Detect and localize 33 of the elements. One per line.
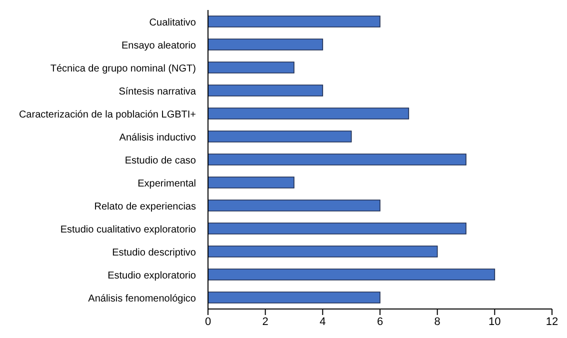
y-tick-label: Ensayo aleatorio — [122, 40, 196, 52]
x-tick-label: 0 — [204, 316, 212, 328]
bar — [208, 108, 410, 120]
y-tick-label: Síntesis narrativa — [118, 86, 196, 98]
x-tick-label: 8 — [434, 316, 440, 328]
x-tick-label: 12 — [546, 316, 558, 328]
bar — [208, 200, 380, 212]
bar — [208, 154, 466, 166]
bar — [208, 246, 438, 258]
y-tick-label: Técnica de grupo nominal (NGT) — [50, 64, 196, 74]
bar — [208, 62, 294, 74]
x-tick-label: 10 — [488, 316, 501, 328]
y-tick-label: Estudio exploratorio — [108, 270, 196, 282]
x-tick-label: 6 — [376, 316, 384, 328]
y-tick-label: Caracterización de la población LGBTI+ — [18, 110, 196, 120]
bar — [208, 38, 324, 50]
y-tick-label: Estudio descriptivo — [112, 248, 196, 258]
y-tick-label: Estudio de caso — [124, 156, 196, 166]
y-tick-label: Análisis fenomenológico — [88, 294, 196, 304]
bar — [208, 130, 352, 142]
y-tick-label: Relato de experiencias — [94, 202, 196, 212]
bar — [208, 268, 496, 280]
bar — [208, 176, 294, 188]
y-tick-label: Estudio cualitativo exploratorio — [60, 224, 196, 236]
bar — [208, 292, 380, 304]
y-tick-label: Cualitativo — [149, 18, 196, 28]
bar — [208, 16, 380, 28]
bar — [208, 84, 324, 96]
y-tick-label: Análisis inductivo — [119, 132, 196, 144]
bar — [208, 222, 466, 234]
x-tick-label: 2 — [262, 316, 268, 328]
x-tick-label: 4 — [320, 316, 326, 328]
y-tick-label: Experimental — [138, 178, 196, 190]
